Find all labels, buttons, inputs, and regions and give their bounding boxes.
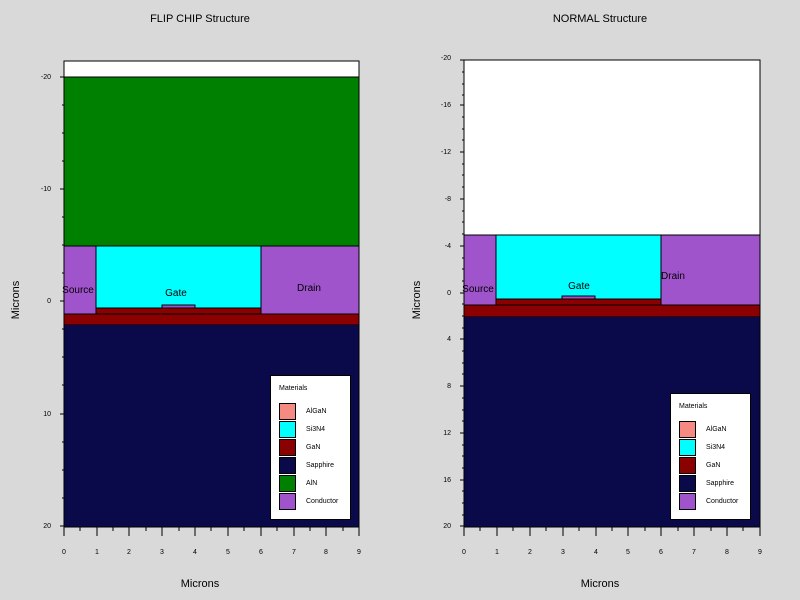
source-label: Source [462,284,494,295]
legend-item-conductor: Conductor [279,493,359,510]
x-tick-label: 0 [62,549,66,556]
y-tick-label: -4 [445,243,451,250]
normal-panel: NORMAL Structure Microns Microns Gate So… [400,0,800,600]
conductor-swatch [279,493,296,510]
legend-label: AlGaN [306,408,327,415]
algan-barrier [495,298,662,306]
legend-item-si3n4: Si3N4 [279,421,359,438]
drain-label: Drain [661,271,685,282]
y-tick-label: 20 [43,523,51,530]
si3n4-swatch [679,439,696,456]
x-tick-label: 5 [226,549,230,556]
y-tick-label: -20 [41,74,51,81]
legend-label: AlN [306,480,318,487]
y-tick-label: -10 [41,186,51,193]
empty-region [464,60,760,235]
flip-chip-x-axis-label: Microns [180,578,220,590]
gan-layer [63,313,360,326]
legend-item-gan: GaN [279,439,359,456]
x-tick-label: 9 [758,549,762,556]
sapphire-swatch [279,457,296,474]
flip-chip-panel: FLIP CHIP Structure Microns Microns Gate… [10,13,361,590]
gan-layer [463,304,761,318]
si3n4-passivation [495,234,662,300]
y-tick-label: 0 [47,298,51,305]
drain-conductor [260,245,360,315]
gate-label: Gate [165,288,187,299]
x-tick-label: 3 [160,549,164,556]
x-tick-label: 6 [659,549,663,556]
y-tick-label: 4 [447,336,451,343]
x-tick-label: 7 [692,549,696,556]
conductor-swatch [679,493,696,510]
legend-title: Materials [679,403,708,410]
x-tick-label: 8 [324,549,328,556]
gate-label: Gate [568,281,590,292]
x-tick-label: 8 [725,549,729,556]
legend-item-aln: AlN [279,475,359,492]
x-tick-label: 0 [462,549,466,556]
legend-item-algan: AlGaN [279,403,359,420]
algan-swatch [679,421,696,438]
normal-title: NORMAL Structure [552,13,648,25]
y-tick-label: -20 [441,55,451,62]
x-tick-label: 4 [193,549,197,556]
gate-contact [561,295,596,300]
x-tick-label: 1 [495,549,499,556]
gan-swatch [679,457,696,474]
drain-label: Drain [297,283,321,294]
legend-label: Si3N4 [306,426,326,433]
y-tick-label: -12 [441,149,451,156]
y-tick-label: 0 [447,290,451,297]
si3n4-swatch [279,421,296,438]
gate-contact [161,304,196,309]
legend-label: Sapphire [706,480,735,487]
x-tick-label: 4 [594,549,598,556]
algan-barrier [95,307,262,315]
y-tick-label: 12 [443,430,451,437]
y-tick-label: 10 [43,411,51,418]
legend-label: GaN [706,462,721,469]
legend-item-conductor: Conductor [679,493,759,510]
x-tick-label: 5 [626,549,630,556]
x-tick-label: 2 [528,549,532,556]
normal-x-axis-label: Microns [580,578,620,590]
x-tick-label: 2 [127,549,131,556]
legend-label: Sapphire [306,462,335,469]
aln-swatch [279,475,296,492]
x-tick-label: 3 [561,549,565,556]
materials-legend: Materials AlGaN Si3N4 GaN Sapphire AlN C… [270,375,351,520]
y-tick-label: 16 [443,477,451,484]
legend-label: AlGaN [706,426,727,433]
source-conductor [63,245,97,315]
legend-title: Materials [279,385,308,392]
x-tick-label: 9 [357,549,361,556]
legend-label: Si3N4 [706,444,726,451]
algan-swatch [279,403,296,420]
drain-conductor [660,234,761,306]
legend-label: GaN [306,444,321,451]
x-tick-label: 6 [259,549,263,556]
aln-layer [63,76,360,247]
flip-chip-title: FLIP CHIP Structure [150,13,250,25]
legend-item-gan: GaN [679,457,759,474]
legend-item-algan: AlGaN [679,421,759,438]
y-tick-label: -16 [441,102,451,109]
x-tick-label: 1 [95,549,99,556]
x-tick-label: 7 [292,549,296,556]
legend-item-si3n4: Si3N4 [679,439,759,456]
legend-item-sapphire: Sapphire [679,475,759,492]
y-tick-label: 8 [447,383,451,390]
materials-legend: Materials AlGaN Si3N4 GaN Sapphire Condu… [670,393,751,520]
source-label: Source [62,285,94,296]
legend-item-sapphire: Sapphire [279,457,359,474]
empty-region [64,61,359,77]
y-tick-label: 20 [443,523,451,530]
legend-label: Conductor [706,498,739,505]
sapphire-swatch [679,475,696,492]
si3n4-passivation [95,245,262,309]
legend-label: Conductor [306,498,339,505]
y-tick-label: -8 [445,196,451,203]
gan-swatch [279,439,296,456]
